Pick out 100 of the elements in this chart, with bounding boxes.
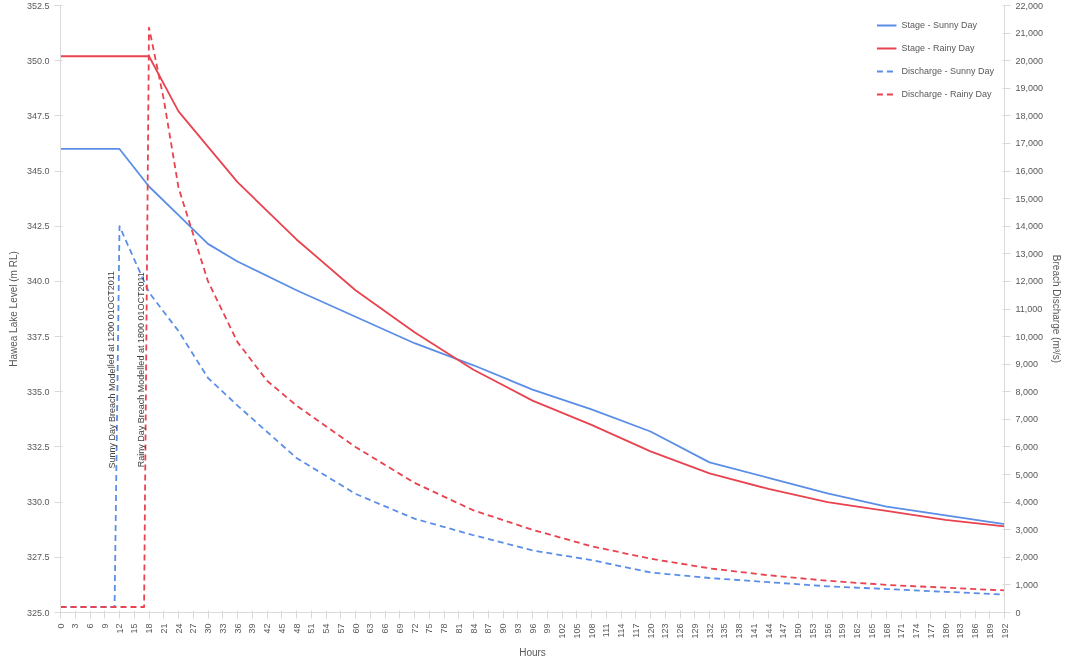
y-tick-label: 345.0: [26, 166, 50, 177]
y2-tick-label: 0: [1015, 607, 1021, 618]
y-tick-label: 335.0: [26, 386, 50, 397]
x-tick-label: 33: [217, 623, 228, 634]
x-tick-label: 93: [512, 623, 523, 634]
x-tick-label: 153: [807, 623, 818, 639]
x-tick-label: 156: [822, 623, 833, 639]
x-tick-label: 174: [911, 623, 921, 639]
x-tick-label: 69: [394, 623, 405, 634]
y2-tick-label: 12,000: [1015, 276, 1044, 287]
x-tick-label: 180: [940, 623, 951, 639]
y2-tick-label: 22,000: [1015, 0, 1044, 11]
x-tick-label: 192: [999, 623, 1010, 639]
legend-label: Discharge - Rainy Day: [901, 89, 992, 99]
x-tick-label: 102: [557, 623, 567, 639]
x-tick-label: 30: [203, 623, 213, 634]
y2-tick-label: 2,000: [1015, 552, 1039, 563]
y2-tick-label: 21,000: [1015, 28, 1044, 39]
x-tick-label: 171: [896, 623, 907, 639]
x-tick-label: 78: [439, 623, 449, 634]
x-tick-label: 108: [586, 623, 597, 639]
x-tick-label: 189: [984, 623, 995, 639]
y-tick-label: 347.5: [26, 110, 50, 121]
x-tick-label: 24: [173, 623, 184, 634]
x-tick-label: 99: [542, 623, 553, 634]
x-tick-label: 72: [409, 623, 420, 634]
x-tick-label: 105: [571, 623, 582, 639]
x-tick-label: 27: [188, 623, 199, 634]
legend-label: Discharge - Sunny Day: [901, 66, 994, 76]
y2-tick-label: 20,000: [1015, 55, 1044, 66]
x-tick-label: 159: [837, 623, 848, 639]
y2-tick-label: 17,000: [1015, 138, 1044, 149]
y2-tick-label: 11,000: [1015, 304, 1043, 314]
x-tick-label: 87: [483, 623, 494, 634]
x-tick-label: 90: [498, 623, 508, 634]
y2-tick-label: 14,000: [1015, 221, 1044, 232]
x-tick-label: 147: [778, 623, 789, 639]
annotation: Rainy Day Breach Modelled at 1800 01OCT2011: [136, 272, 146, 468]
y2-tick-label: 8,000: [1015, 386, 1039, 397]
y-tick-label: 350.0: [26, 55, 50, 66]
legend-label: Stage - Rainy Day: [901, 43, 975, 53]
x-tick-label: 39: [247, 623, 258, 634]
x-tick-label: 66: [380, 623, 390, 634]
x-tick-label: 57: [335, 623, 346, 634]
y-tick-label: 330.0: [26, 497, 50, 508]
x-tick-label: 162: [852, 623, 862, 639]
y-tick-label: 337.5: [26, 331, 50, 342]
x-tick-label: 51: [306, 623, 317, 634]
x-tick-label: 186: [970, 623, 980, 639]
y2-tick-label: 5,000: [1015, 469, 1039, 480]
line-series: [60, 148, 1005, 526]
y-tick-label: 325.0: [26, 607, 50, 618]
y-tick-label: 342.5: [26, 221, 50, 232]
y2-tick-label: 10,000: [1015, 331, 1044, 342]
x-tick-label: 129: [689, 623, 700, 639]
y2-tick-label: 7,000: [1015, 414, 1039, 425]
y2-tick-label: 15,000: [1015, 193, 1044, 204]
x-axis-title: Hours: [519, 646, 546, 658]
x-tick-label: 96: [527, 623, 538, 634]
x-tick-label: 126: [675, 623, 685, 639]
x-tick-label: 54: [321, 623, 331, 634]
x-tick-label: 150: [793, 623, 803, 639]
y2-tick-label: 4,000: [1015, 497, 1039, 508]
x-tick-label: 123: [660, 623, 671, 639]
x-tick-label: 12: [114, 623, 125, 634]
annotation: Sunny Day Breach Modelled at 1200 01OCT2011: [106, 270, 117, 469]
x-tick-label: 117: [630, 623, 641, 638]
x-tick-label: 75: [424, 623, 435, 634]
x-tick-label: 84: [468, 623, 479, 634]
x-tick-label: 168: [881, 623, 892, 639]
x-tick-label: 6: [85, 623, 95, 629]
x-tick-label: 141: [748, 623, 759, 639]
x-tick-label: 165: [866, 623, 877, 639]
x-tick-label: 144: [763, 623, 774, 639]
y-tick-label: 352.5: [26, 0, 50, 11]
x-tick-label: 36: [232, 623, 243, 634]
y-tick-label: 332.5: [26, 441, 50, 452]
x-tick-label: 111: [601, 623, 612, 638]
y-tick-label: 327.5: [26, 552, 50, 563]
y2-tick-label: 9,000: [1015, 359, 1039, 370]
x-tick-label: 60: [350, 623, 361, 634]
x-tick-label: 15: [129, 623, 140, 634]
x-tick-label: 132: [704, 623, 715, 639]
x-tick-label: 120: [645, 623, 656, 639]
x-tick-label: 45: [276, 623, 287, 634]
x-tick-label: 48: [291, 623, 302, 634]
y2-tick-label: 3,000: [1015, 524, 1039, 535]
x-tick-label: 18: [144, 623, 154, 634]
x-tick-label: 0: [55, 623, 66, 629]
y2-axis-title: Breach Discharge (m³/s): [1051, 254, 1063, 364]
y2-tick-label: 16,000: [1015, 166, 1044, 177]
x-tick-label: 81: [453, 623, 464, 634]
x-tick-label: 177: [925, 623, 936, 639]
y-tick-label: 340.0: [26, 276, 50, 287]
x-tick-label: 9: [99, 623, 110, 629]
x-tick-label: 183: [955, 623, 966, 639]
x-tick-label: 135: [719, 623, 730, 639]
legend-label: Stage - Sunny Day: [901, 20, 977, 30]
y2-tick-label: 13,000: [1015, 248, 1044, 259]
y2-tick-label: 1,000: [1015, 579, 1039, 590]
